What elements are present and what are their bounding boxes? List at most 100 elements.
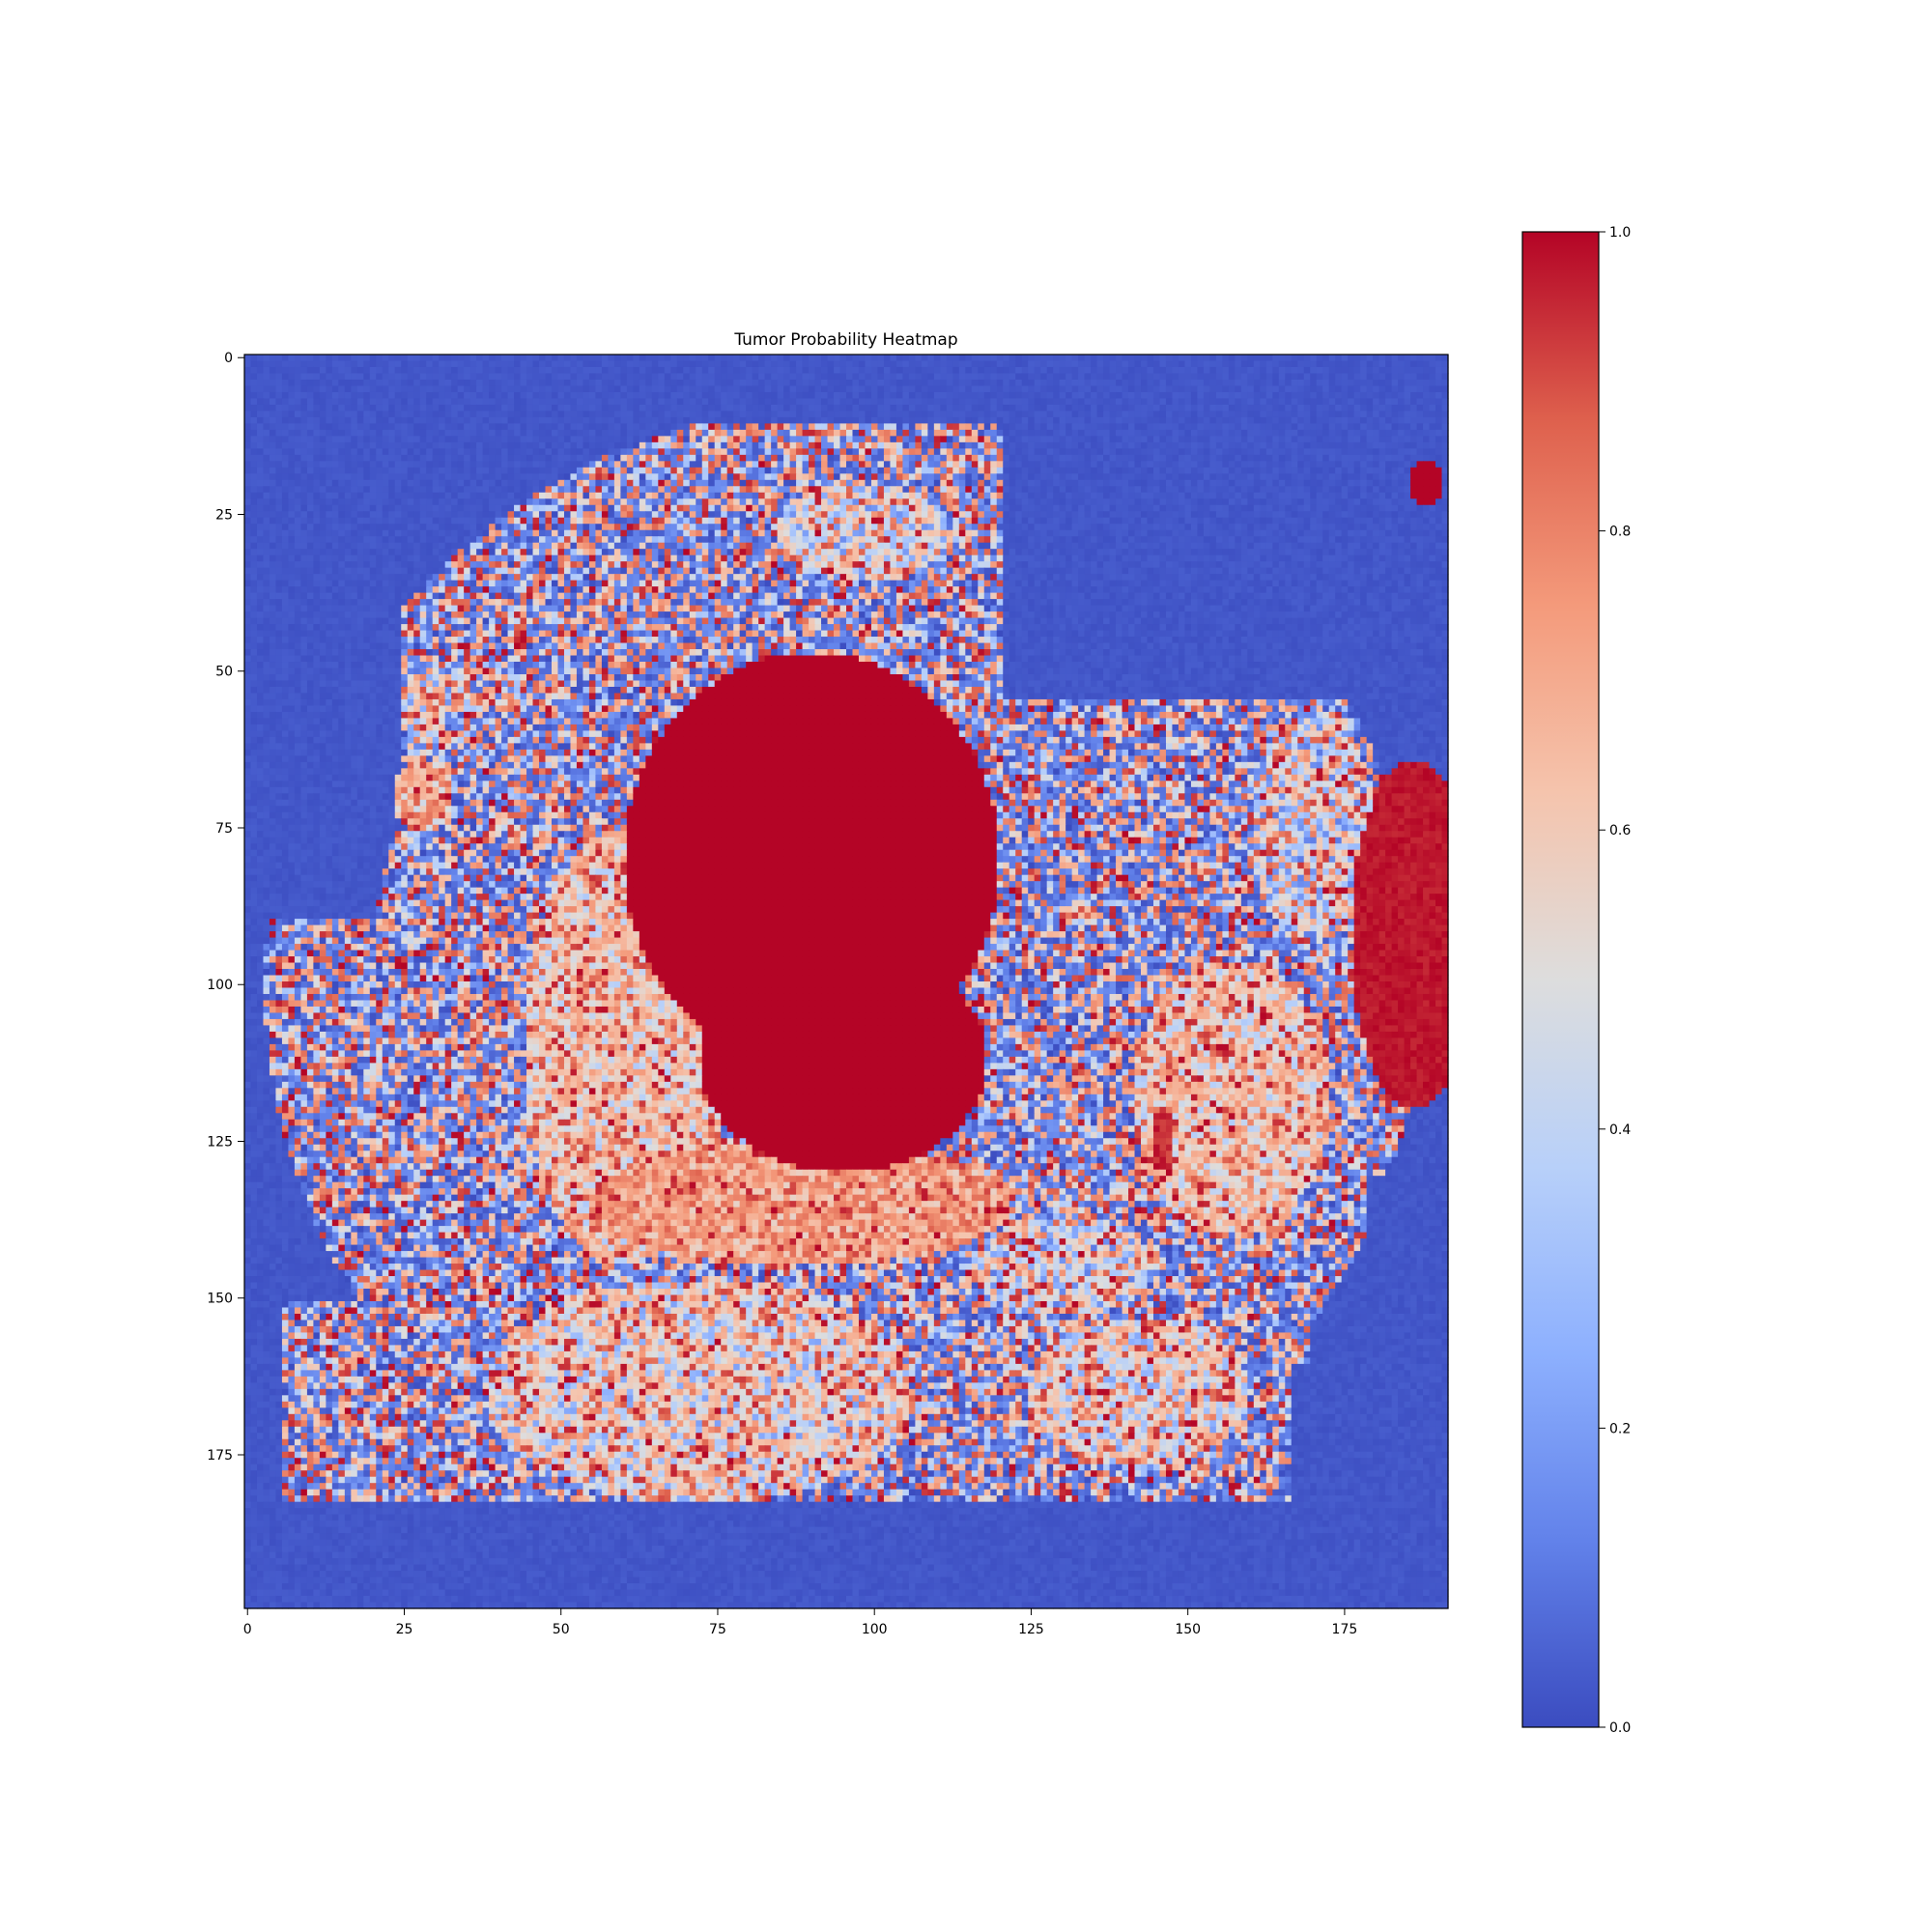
heatmap-cell: [815, 455, 822, 462]
heatmap-cell: [307, 373, 314, 380]
heatmap-cell: [952, 468, 959, 474]
heatmap-cell: [1254, 448, 1261, 455]
heatmap-cell: [426, 436, 433, 442]
heatmap-cell: [370, 398, 377, 405]
heatmap-cell: [1060, 411, 1066, 417]
heatmap-cell: [934, 417, 941, 424]
heatmap-cell: [1254, 417, 1261, 424]
heatmap-cell: [1392, 398, 1399, 405]
heatmap-cell: [1091, 367, 1097, 374]
heatmap-cell: [940, 398, 947, 405]
heatmap-cell: [758, 411, 765, 417]
heatmap-cell: [1360, 405, 1367, 412]
heatmap-cell: [1348, 411, 1354, 417]
heatmap-cell: [433, 380, 440, 386]
heatmap-cell: [439, 442, 445, 449]
heatmap-cell: [984, 385, 991, 392]
heatmap-cell: [1392, 430, 1399, 437]
heatmap-cell: [1035, 355, 1041, 361]
heatmap-cell: [570, 405, 577, 412]
heatmap-cell: [683, 398, 690, 405]
heatmap-cell: [433, 392, 440, 399]
heatmap-cell: [376, 455, 383, 462]
heatmap-cell: [496, 436, 502, 442]
heatmap-cell: [1078, 367, 1085, 374]
heatmap-cell: [1204, 373, 1210, 380]
heatmap-cell: [332, 405, 339, 412]
heatmap-cell: [828, 373, 835, 380]
heatmap-cell: [803, 417, 810, 424]
heatmap-cell: [577, 385, 583, 392]
heatmap-cell: [1229, 436, 1236, 442]
heatmap-cell: [740, 430, 747, 437]
heatmap-cell: [997, 417, 1004, 424]
heatmap-cell: [275, 442, 282, 449]
heatmap-cell: [602, 468, 609, 474]
heatmap-cell: [300, 392, 307, 399]
heatmap-cell: [401, 423, 408, 430]
heatmap-cell: [595, 411, 602, 417]
heatmap-cell: [1053, 417, 1060, 424]
heatmap-cell: [1310, 448, 1317, 455]
heatmap-cell: [1128, 417, 1135, 424]
heatmap-cell: [658, 360, 665, 367]
heatmap-cell: [1322, 411, 1329, 417]
heatmap-cell: [865, 455, 871, 462]
heatmap-cell: [702, 392, 709, 399]
heatmap-cell: [263, 411, 270, 417]
heatmap-cell: [1159, 455, 1166, 462]
heatmap-cell: [1235, 455, 1241, 462]
heatmap-cell: [1122, 461, 1129, 468]
heatmap-cell: [1110, 423, 1117, 430]
heatmap-cell: [1122, 430, 1129, 437]
heatmap-cell: [940, 468, 947, 474]
heatmap-cell: [244, 405, 251, 412]
heatmap-cell: [1035, 392, 1041, 399]
heatmap-cell: [1417, 461, 1424, 468]
heatmap-cell: [496, 398, 502, 405]
heatmap-cell: [1184, 360, 1191, 367]
heatmap-cell: [1184, 355, 1191, 361]
heatmap-cell: [345, 373, 352, 380]
heatmap-cell: [1172, 392, 1179, 399]
heatmap-cell: [1097, 461, 1104, 468]
heatmap-cell: [733, 423, 740, 430]
heatmap-cell: [1148, 461, 1154, 468]
heatmap-cell: [696, 448, 702, 455]
heatmap-cell: [821, 455, 828, 462]
heatmap-cell: [1015, 455, 1022, 462]
heatmap-cell: [1342, 385, 1349, 392]
heatmap-cell: [1430, 385, 1436, 392]
heatmap-cell: [1166, 455, 1173, 462]
heatmap-cell: [1348, 417, 1354, 424]
heatmap-cell: [658, 355, 665, 361]
heatmap-cell: [257, 417, 264, 424]
heatmap-cell: [489, 405, 496, 412]
heatmap-cell: [1222, 455, 1229, 462]
heatmap-cell: [677, 436, 684, 442]
heatmap-cell: [1279, 385, 1286, 392]
heatmap-cell: [902, 373, 909, 380]
heatmap-cell: [670, 355, 677, 361]
heatmap-cell: [570, 355, 577, 361]
heatmap-cells: [244, 355, 1449, 1609]
heatmap-cell: [620, 355, 627, 361]
heatmap-cell: [357, 367, 364, 374]
heatmap-cell: [1392, 436, 1399, 442]
heatmap-cell: [1348, 430, 1354, 437]
heatmap-cell: [783, 373, 790, 380]
heatmap-cell: [952, 430, 959, 437]
heatmap-cell: [582, 455, 589, 462]
heatmap-cell: [602, 417, 609, 424]
heatmap-cell: [803, 398, 810, 405]
heatmap-cell: [840, 398, 847, 405]
heatmap-cell: [665, 436, 671, 442]
heatmap-cell: [677, 360, 684, 367]
heatmap-cell: [464, 373, 470, 380]
heatmap-cell: [990, 360, 997, 367]
heatmap-cell: [846, 468, 853, 474]
heatmap-cell: [809, 430, 815, 437]
heatmap-cell: [521, 461, 527, 468]
heatmap-cell: [363, 392, 370, 399]
heatmap-cell: [1410, 455, 1417, 462]
